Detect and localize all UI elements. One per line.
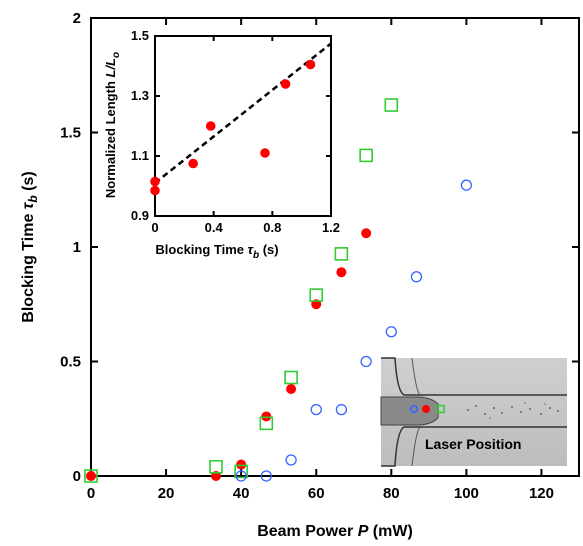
data-point-open-circle xyxy=(335,403,348,416)
data-point-open-square xyxy=(384,98,399,112)
data-point-filled-circle xyxy=(336,267,347,278)
main-y-axis-label: Blocking Time τb (s) xyxy=(20,171,40,322)
x-tick-label: 40 xyxy=(233,485,250,502)
data-point-open-circle xyxy=(285,454,297,466)
data-point-filled-circle xyxy=(150,176,160,187)
data-point-filled-circle xyxy=(205,121,216,131)
data-point-filled-circle xyxy=(261,411,272,422)
x-tick-label: 1.2 xyxy=(322,220,340,235)
laser-position-blue-marker xyxy=(409,404,419,414)
y-tick-label: 1 xyxy=(73,239,81,256)
inset-plot: 0 0.4 0.8 1.2 0.9 1.1 1.3 1.5 Blocking Time τb … xyxy=(103,28,340,261)
data-point-open-square xyxy=(209,460,223,474)
data-point-open-square xyxy=(284,370,298,385)
data-point-filled-circle xyxy=(86,471,96,481)
data-point-open-square xyxy=(259,416,274,431)
data-point-open-circle xyxy=(460,179,473,191)
data-point-open-square xyxy=(334,247,349,261)
data-point-open-square xyxy=(234,464,248,479)
laser-position-micrograph: Laser Position xyxy=(380,357,567,467)
data-point-filled-circle xyxy=(286,383,297,394)
data-point-filled-circle xyxy=(361,228,372,239)
x-tick-label: 60 xyxy=(308,485,325,502)
data-point-filled-circle xyxy=(305,59,316,70)
y-tick-label: 1.5 xyxy=(60,125,81,142)
x-tick-label: 120 xyxy=(529,485,554,502)
photo-label: Laser Position xyxy=(425,436,521,452)
y-tick-label: 1.1 xyxy=(131,148,149,163)
inset-plot-frame xyxy=(154,35,332,217)
data-point-filled-circle xyxy=(188,158,198,169)
inset-fit-line xyxy=(154,42,332,184)
x-tick-label: 0.4 xyxy=(205,220,224,235)
data-point-open-circle xyxy=(385,326,397,338)
x-tick-label: 0 xyxy=(87,485,95,502)
x-tick-label: 20 xyxy=(158,485,175,502)
main-plot: 0 20 40 60 80 100 120 0 0.5 1 1.5 2 Beam Power P (m… xyxy=(20,10,580,540)
laser-position-red-marker xyxy=(422,405,430,413)
x-tick-label: 100 xyxy=(454,485,479,502)
y-tick-label: 0.9 xyxy=(131,208,149,223)
data-point-filled-circle xyxy=(236,459,247,470)
inset-y-axis-label: Normalized Length L/Lo xyxy=(103,52,122,198)
inset-x-axis-label: Blocking Time τb (s) xyxy=(155,242,278,261)
data-point-filled-circle xyxy=(280,79,291,89)
y-tick-label: 0 xyxy=(73,468,81,485)
data-point-filled-circle xyxy=(260,148,270,158)
x-tick-label: 0 xyxy=(151,220,158,235)
data-point-open-circle xyxy=(360,355,372,368)
data-point-open-circle xyxy=(410,271,423,283)
data-point-open-square xyxy=(84,469,98,483)
data-point-open-square xyxy=(309,288,324,302)
x-tick-label: 80 xyxy=(383,485,400,502)
data-point-open-circle xyxy=(260,470,272,482)
laser-position-green-marker xyxy=(436,404,445,414)
data-point-open-circle xyxy=(235,470,247,482)
main-x-axis-label: Beam Power P (mW) xyxy=(257,523,413,540)
data-point-open-circle xyxy=(310,403,322,416)
y-tick-label: 1.3 xyxy=(131,88,149,103)
y-tick-label: 2 xyxy=(73,10,81,27)
y-tick-label: 1.5 xyxy=(131,28,149,43)
y-tick-label: 0.5 xyxy=(60,354,81,371)
data-point-open-square xyxy=(359,148,373,163)
data-point-filled-circle xyxy=(150,185,160,196)
x-tick-label: 0.8 xyxy=(263,220,281,235)
